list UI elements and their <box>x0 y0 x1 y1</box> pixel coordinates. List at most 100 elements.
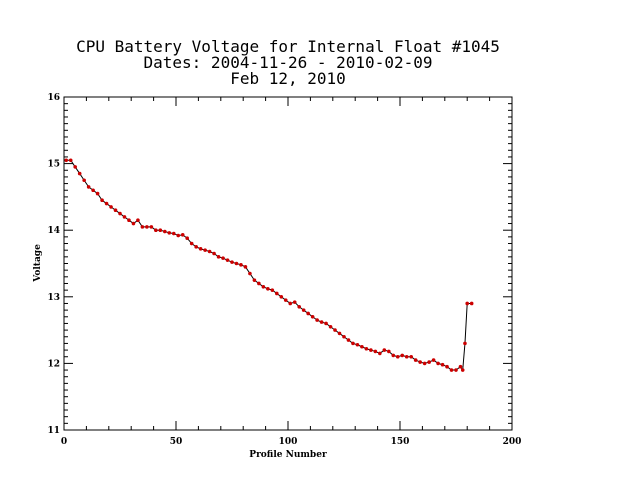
data-point <box>387 349 391 354</box>
data-point <box>449 368 454 372</box>
plot-frame <box>63 96 513 431</box>
data-point <box>243 265 248 269</box>
y-tick-label: 13 <box>47 293 60 303</box>
data-point <box>95 191 100 196</box>
y-tick-label: 14 <box>47 226 60 236</box>
data-point <box>454 368 458 372</box>
data-point <box>395 354 400 359</box>
data-point <box>400 353 405 358</box>
data-point <box>458 364 463 369</box>
axis-ticks <box>63 96 513 431</box>
data-point <box>409 354 414 359</box>
x-axis-label: Profile Number <box>249 450 327 460</box>
data-point <box>351 341 355 346</box>
x-tick-label: 150 <box>391 437 410 447</box>
x-tick-label: 100 <box>279 437 298 447</box>
y-tick-label: 12 <box>47 359 60 369</box>
data-point <box>158 228 163 232</box>
data-point <box>292 300 297 304</box>
data-point <box>91 188 95 193</box>
data-point <box>279 295 284 299</box>
data-point <box>436 361 440 366</box>
data-point <box>346 338 351 342</box>
data-point <box>100 198 104 203</box>
data-point <box>465 301 470 306</box>
data-point <box>234 261 239 266</box>
data-point <box>413 358 418 362</box>
data-point <box>203 248 207 252</box>
data-point <box>171 231 176 236</box>
data-point <box>221 256 225 260</box>
y-axis-label: Voltage <box>33 244 43 283</box>
data-point <box>391 353 396 358</box>
y-tick-label: 16 <box>47 93 60 103</box>
data-point <box>149 225 154 229</box>
data-point <box>180 233 185 237</box>
data-point <box>364 346 369 351</box>
data-point <box>127 218 131 223</box>
data-point <box>212 251 216 256</box>
data-point <box>378 351 382 356</box>
data-point <box>418 360 422 364</box>
data-point <box>163 229 167 234</box>
data-point <box>252 278 257 282</box>
data-point <box>310 314 315 319</box>
data-point <box>297 304 302 309</box>
data-point <box>131 221 136 226</box>
data-point <box>275 291 279 296</box>
series-line <box>66 159 472 372</box>
data-point <box>176 233 181 238</box>
data-point <box>136 218 140 223</box>
data-point <box>145 225 149 229</box>
data-point <box>306 311 310 316</box>
data-point <box>230 260 234 264</box>
data-point <box>337 331 342 336</box>
y-tick-label: 15 <box>47 160 60 170</box>
chart-title-line-3: Feb 12, 2010 <box>230 69 346 88</box>
data-point <box>288 301 293 306</box>
data-point <box>64 158 69 163</box>
data-point <box>239 263 243 267</box>
data-point <box>445 364 449 369</box>
data-point <box>422 361 427 366</box>
data-point <box>257 281 261 286</box>
y-tick-label: 11 <box>47 426 60 436</box>
data-point <box>104 201 109 206</box>
chart-title-line-2: Dates: 2004-11-26 - 2010-02-09 <box>144 53 433 72</box>
data-point <box>283 298 288 302</box>
axis-tick-labels: 0 50 100 150 200 11 12 13 14 15 16 <box>47 93 521 447</box>
data-point <box>122 215 127 219</box>
data-point <box>194 245 198 249</box>
data-point <box>460 368 465 372</box>
data-point <box>301 308 306 312</box>
data-point <box>154 228 158 232</box>
data-point <box>225 258 230 262</box>
data-point <box>427 360 431 364</box>
data-point <box>333 328 337 332</box>
data-point <box>86 185 91 189</box>
data-point <box>431 358 436 362</box>
data-point <box>315 318 319 322</box>
data-point <box>360 344 364 349</box>
data-point <box>109 205 113 209</box>
data-point <box>266 287 270 291</box>
series-markers <box>64 158 474 372</box>
data-point <box>82 178 86 183</box>
data-point <box>68 158 73 163</box>
data-point <box>261 285 266 289</box>
data-point <box>369 348 373 352</box>
data-point <box>469 301 474 306</box>
data-point <box>324 321 328 326</box>
x-tick-label: 50 <box>170 437 183 447</box>
x-tick-label: 0 <box>61 437 67 447</box>
data-point <box>77 171 82 176</box>
data-point <box>189 241 194 246</box>
x-tick-label: 200 <box>503 437 522 447</box>
data-point <box>140 225 145 229</box>
data-point <box>185 236 189 240</box>
data-point <box>355 342 360 347</box>
data-point <box>73 165 77 169</box>
data-point <box>404 354 409 359</box>
data-point <box>248 271 252 276</box>
data-point <box>342 334 346 339</box>
